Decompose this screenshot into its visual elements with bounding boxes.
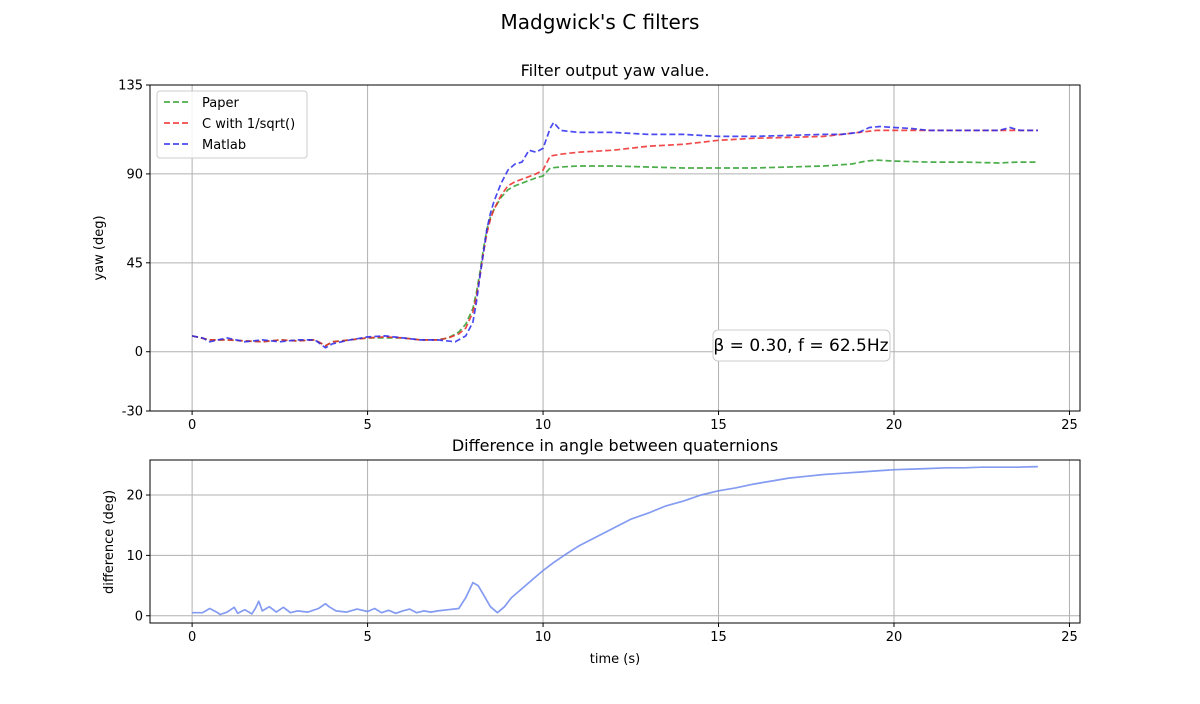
yaw-y-tick-label: -30 [122,405,143,420]
difference-x-tick-label: 0 [188,630,196,645]
yaw-axes-frame [149,84,1081,412]
yaw-y-tick-label: 45 [126,256,143,271]
difference-ylabel: difference (deg) [102,490,117,594]
yaw-series-line-paper [191,159,1038,347]
yaw-panel-title: Filter output yaw value. [521,61,710,80]
yaw-series [191,121,1038,349]
difference-panel: Difference in angle between quaternions … [102,436,1081,667]
figure-title: Madgwick's C filters [501,10,700,34]
difference-x-tick-label: 25 [1061,630,1078,645]
legend-label-paper: Paper [202,96,239,111]
yaw-legend: Paper C with 1/sqrt() Matlab [156,90,308,159]
yaw-x-tick-label: 5 [363,418,371,433]
yaw-ticks: 0 5 10 15 20 25 -30 0 45 90 135 [118,79,1078,434]
difference-panel-title: Difference in angle between quaternions [452,436,778,455]
difference-x-tick-label: 20 [886,630,903,645]
difference-series-line-difference [192,465,1038,616]
legend-frame [156,90,308,159]
difference-axes-frame [149,459,1081,624]
difference-x-tick-label: 15 [710,630,727,645]
yaw-panel: Filter output yaw value. 0 5 10 15 20 25 -30 0 4… [92,61,1081,434]
yaw-x-tick-label: 25 [1061,418,1078,433]
yaw-x-tick-label: 15 [710,418,727,433]
yaw-x-tick-label: 0 [188,418,196,433]
difference-x-tick-label: 10 [535,630,552,645]
legend-label-matlab: Matlab [202,138,246,153]
difference-grid [150,460,1080,623]
difference-y-tick-label: 0 [135,609,143,624]
annotation-box [712,329,891,362]
legend-label-c-sqrt: C with 1/sqrt() [202,117,295,132]
difference-ticks: 0 5 10 15 20 25 0 10 20 [126,489,1077,645]
parameter-annotation: β = 0.30, f = 62.5Hz [712,329,891,362]
difference-y-tick-label: 20 [126,489,143,504]
annotation-text: β = 0.30, f = 62.5Hz [713,336,888,356]
yaw-y-tick-label: 90 [126,167,143,182]
yaw-x-tick-label: 20 [886,418,903,433]
yaw-series-line-c-with-1-sqrt [191,129,1038,347]
difference-y-tick-label: 10 [126,549,143,564]
difference-series [192,465,1038,616]
yaw-y-tick-label: 135 [118,79,143,94]
yaw-x-tick-label: 10 [535,418,552,433]
yaw-series-line-matlab [191,121,1038,349]
difference-xlabel: time (s) [590,652,640,667]
difference-x-tick-label: 5 [363,630,371,645]
yaw-y-tick-label: 0 [135,345,143,360]
yaw-ylabel: yaw (deg) [92,215,107,280]
